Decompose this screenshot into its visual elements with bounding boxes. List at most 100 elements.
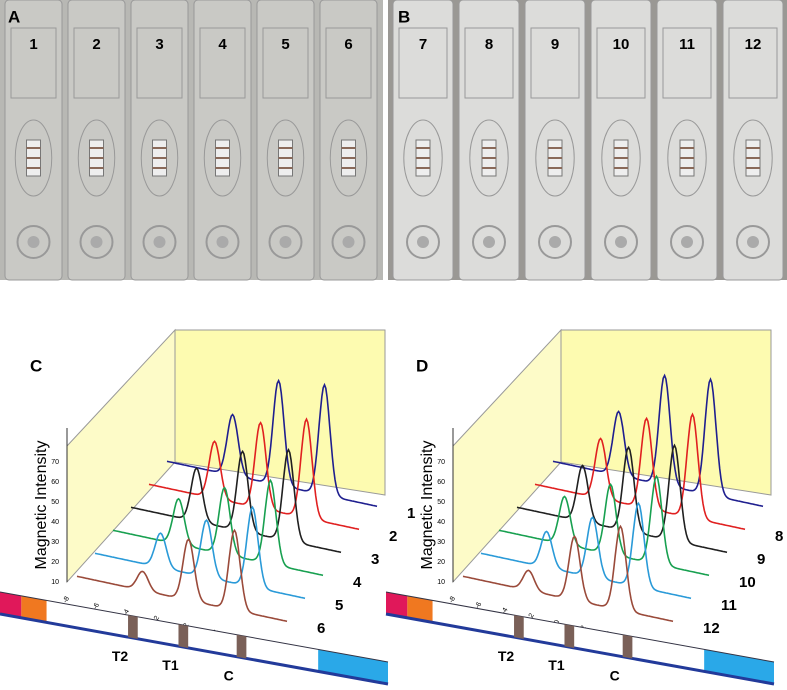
strip-hole <box>279 236 292 248</box>
strip-hole <box>615 236 627 248</box>
x-tick-label: -4 <box>500 607 509 616</box>
x-tick-label: -8 <box>448 595 457 604</box>
line-label: T1 <box>162 657 179 673</box>
strip-oval <box>535 119 575 197</box>
strip-hole <box>342 236 355 248</box>
conjugate-pad <box>407 595 433 623</box>
trace <box>516 443 728 554</box>
strip-hole <box>417 236 429 248</box>
strip-number: 4 <box>218 36 227 53</box>
y-tick-label: 30 <box>437 539 445 546</box>
y-tick-label: 50 <box>51 499 59 506</box>
band-edge <box>385 612 775 686</box>
sample-pad <box>386 592 408 618</box>
panel-label: D <box>416 356 428 375</box>
strip-well <box>736 225 770 259</box>
strip-number: 3 <box>155 36 163 53</box>
strip-hole <box>216 236 229 248</box>
strip-number: 9 <box>551 36 559 53</box>
strip-well <box>79 225 114 259</box>
side-wall <box>66 328 176 584</box>
strip-oval <box>14 119 53 197</box>
test-line <box>128 615 138 639</box>
test-line <box>178 624 189 648</box>
strip-well <box>205 225 240 259</box>
trace <box>480 501 692 600</box>
x-tick-label: -2 <box>527 612 536 621</box>
strip-oval <box>403 119 443 197</box>
strip-number: 12 <box>745 36 762 53</box>
y-tick-label: 30 <box>51 539 59 546</box>
strip-window <box>199 27 246 99</box>
trace <box>552 373 764 508</box>
y-tick-label: 70 <box>51 459 59 466</box>
strip-oval <box>329 119 368 197</box>
strip-well <box>604 225 638 259</box>
panel-label: A <box>8 7 20 26</box>
line-label: T2 <box>498 648 515 664</box>
photo-a <box>0 0 383 280</box>
line-label: C <box>224 667 234 683</box>
conjugate-pad <box>21 595 47 623</box>
strip-well <box>406 225 440 259</box>
strip-well <box>142 225 177 259</box>
x-tick-label: -8 <box>62 595 71 604</box>
strip-window <box>728 27 778 99</box>
strip-oval <box>77 119 116 197</box>
trace <box>498 474 710 577</box>
strip-band-body <box>0 592 388 684</box>
trace <box>76 528 288 623</box>
strip-window <box>136 27 183 99</box>
trace-label: 3 <box>371 551 379 568</box>
trace <box>130 448 342 554</box>
strip-number: 6 <box>344 36 352 53</box>
y-tick-label: 10 <box>437 579 445 586</box>
trace-label: 8 <box>775 528 783 545</box>
trace <box>112 478 324 577</box>
test-line <box>564 624 575 648</box>
x-tick-label: 0 <box>553 619 561 626</box>
strip-oval <box>733 119 773 197</box>
strip-oval <box>266 119 305 197</box>
absorbent-pad <box>704 649 774 684</box>
strip-hole <box>681 236 693 248</box>
strip-window <box>73 27 120 99</box>
strip-window <box>398 27 448 99</box>
test-line <box>236 634 247 659</box>
y-axis-label: Magnetic Intensity <box>419 441 436 570</box>
line-label: T2 <box>112 648 129 664</box>
strip-window <box>262 27 309 99</box>
strip-window <box>596 27 646 99</box>
trace-label: 12 <box>703 620 720 637</box>
band-edge <box>385 591 775 663</box>
strip-number: 2 <box>92 36 100 53</box>
side-wall <box>452 328 562 584</box>
band-edge <box>0 591 389 663</box>
strip-window <box>10 27 57 99</box>
trace <box>462 524 674 623</box>
strip-hole <box>27 236 40 248</box>
strip-well <box>670 225 704 259</box>
photo-b <box>388 0 787 280</box>
x-tick-label: -6 <box>92 602 101 611</box>
y-tick-label: 60 <box>437 479 445 486</box>
strip-band-body <box>386 592 774 684</box>
strip-number: 1 <box>29 36 37 53</box>
line-label: C <box>610 667 620 683</box>
y-tick-label: 40 <box>51 519 59 526</box>
strip-hole <box>483 236 495 248</box>
y-tick-label: 20 <box>51 559 59 566</box>
strip-well <box>268 225 303 259</box>
x-tick-label: -4 <box>122 608 131 617</box>
trace-label: 2 <box>389 528 397 545</box>
strip-well <box>331 225 366 259</box>
y-tick-label: 10 <box>51 579 59 586</box>
trace-label: 11 <box>721 597 737 614</box>
strip-number: 10 <box>613 36 630 53</box>
trace <box>534 412 746 531</box>
y-tick-label: 70 <box>437 459 445 466</box>
trace-label: 1 <box>407 505 415 522</box>
strip-well <box>472 225 506 259</box>
trace-label: 10 <box>739 574 756 591</box>
strip-oval <box>140 119 179 197</box>
